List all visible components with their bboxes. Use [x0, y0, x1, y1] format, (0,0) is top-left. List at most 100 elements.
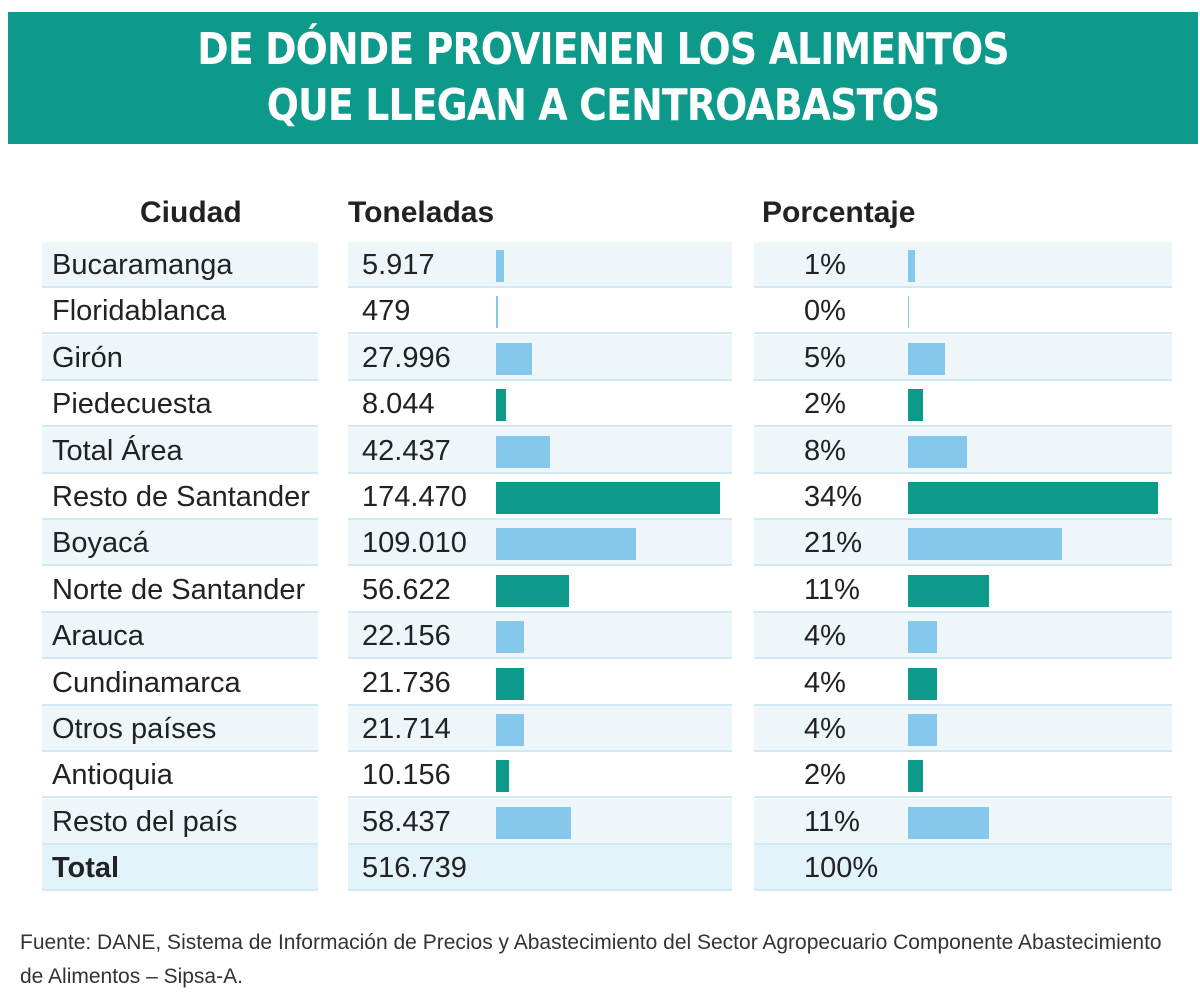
row-cell-bg — [42, 334, 318, 381]
pct-label: 100% — [804, 852, 879, 885]
pct-label: 11% — [804, 573, 860, 606]
city-label: Floridablanca — [52, 295, 227, 328]
pct-label: 2% — [804, 759, 846, 792]
tons-bar — [496, 482, 720, 514]
pct-bar — [908, 574, 989, 607]
city-label: Otros países — [52, 713, 217, 745]
pct-bar — [908, 760, 923, 793]
pct-label: 4% — [804, 713, 846, 745]
pct-label: 4% — [804, 666, 846, 699]
table-row: Arauca 22.156 4% — [0, 613, 1200, 660]
header-city: Ciudad — [140, 196, 242, 229]
tons-label: 21.714 — [362, 713, 451, 745]
city-label: Boyacá — [52, 527, 149, 560]
pct-label: 8% — [804, 434, 846, 467]
tons-label: 174.470 — [362, 481, 467, 513]
table-row: Floridablanca 479 0% — [0, 288, 1200, 335]
pct-bar — [908, 435, 967, 468]
pct-bar — [908, 389, 923, 422]
tons-label: 22.156 — [362, 620, 451, 653]
pct-bar — [908, 667, 938, 700]
row-cell-bg — [42, 520, 318, 567]
pct-label: 0% — [804, 295, 846, 328]
table-row: Piedecuesta 8.044 2% — [0, 381, 1200, 428]
table-row: Resto de Santander 174.470 34% — [0, 474, 1200, 520]
tons-label: 8.044 — [362, 388, 435, 421]
row-cell-bg — [754, 381, 1172, 428]
row-cell-bg — [754, 706, 1172, 752]
row-cell-bg — [348, 706, 732, 752]
title-line-2: QUE LLEGAN A CENTROABASTOS — [266, 80, 940, 131]
tons-label: 21.736 — [362, 666, 451, 699]
row-cell-bg — [754, 334, 1172, 381]
pct-bar — [908, 250, 916, 282]
pct-label: 34% — [804, 481, 863, 513]
tons-label: 42.437 — [362, 434, 451, 467]
row-cell-bg — [42, 798, 318, 845]
tons-label: 27.996 — [362, 341, 451, 374]
tons-bar — [496, 528, 636, 561]
pct-label: 1% — [804, 249, 846, 281]
row-cell-bg — [42, 242, 318, 288]
pct-label: 2% — [804, 388, 846, 421]
city-label: Antioquia — [52, 759, 173, 792]
header-pct: Porcentaje — [762, 196, 916, 229]
row-cell-bg — [42, 845, 318, 892]
tons-bar — [496, 806, 572, 839]
row-cell-bg — [42, 474, 318, 520]
row-cell-bg — [348, 288, 732, 335]
row-cell-bg — [754, 242, 1172, 288]
row-cell-bg — [42, 567, 318, 613]
table-row: Antioquia 10.156 2% — [0, 752, 1200, 799]
tons-label: 5.917 — [362, 249, 435, 281]
tons-label: 516.739 — [362, 852, 467, 885]
row-cell-bg — [348, 242, 732, 288]
row-cell-bg — [348, 334, 732, 381]
row-cell-bg — [348, 474, 732, 520]
row-cell-bg — [754, 613, 1172, 660]
row-cell-bg — [42, 288, 318, 335]
pct-bar — [908, 528, 1063, 561]
row-cell-bg — [42, 427, 318, 474]
title-line-1: DE DÓNDE PROVIENEN LOS ALIMENTOS — [197, 24, 1009, 75]
tons-label: 56.622 — [362, 573, 451, 606]
pct-bar — [908, 621, 938, 654]
row-cell-bg — [754, 660, 1172, 706]
row-cell-bg — [348, 381, 732, 428]
pct-label: 11% — [804, 805, 860, 838]
city-label: Cundinamarca — [52, 666, 241, 699]
row-cell-bg — [42, 752, 318, 799]
tons-bar — [496, 714, 524, 746]
source-note: Fuente: DANE, Sistema de Información de … — [20, 931, 1162, 988]
tons-label: 109.010 — [362, 527, 467, 560]
pct-label: 5% — [804, 341, 846, 374]
table-row: Norte de Santander 56.622 11% — [0, 567, 1200, 613]
tons-label: 58.437 — [362, 805, 451, 838]
row-cell-bg — [754, 845, 1172, 892]
tons-bar — [496, 621, 525, 654]
row-cell-bg — [42, 706, 318, 752]
tons-bar — [496, 250, 504, 282]
table-row: Boyacá 109.010 21% — [0, 520, 1200, 567]
row-cell-bg — [348, 567, 732, 613]
tons-bar — [496, 667, 524, 700]
city-label: Resto de Santander — [52, 481, 310, 513]
row-cell-bg — [754, 567, 1172, 613]
tons-label: 10.156 — [362, 759, 451, 792]
table-row: Otros países 21.714 4% — [0, 706, 1200, 752]
row-cell-bg — [348, 752, 732, 799]
table-row: Bucaramanga 5.917 1% — [0, 242, 1200, 288]
pct-bar — [908, 296, 909, 329]
city-label: Resto del país — [52, 805, 238, 838]
pct-bar — [908, 342, 945, 375]
pct-bar — [908, 806, 989, 839]
tons-bar — [496, 389, 507, 422]
total-row: Total 516.739 100% — [0, 845, 1200, 892]
table-row: Girón 27.996 5% — [0, 334, 1200, 381]
row-cell-bg — [348, 660, 732, 706]
pct-bar — [908, 482, 1158, 514]
city-label: Arauca — [52, 620, 144, 653]
city-label: Girón — [52, 341, 123, 374]
tons-bar — [496, 574, 569, 607]
row-cell-bg — [348, 613, 732, 660]
